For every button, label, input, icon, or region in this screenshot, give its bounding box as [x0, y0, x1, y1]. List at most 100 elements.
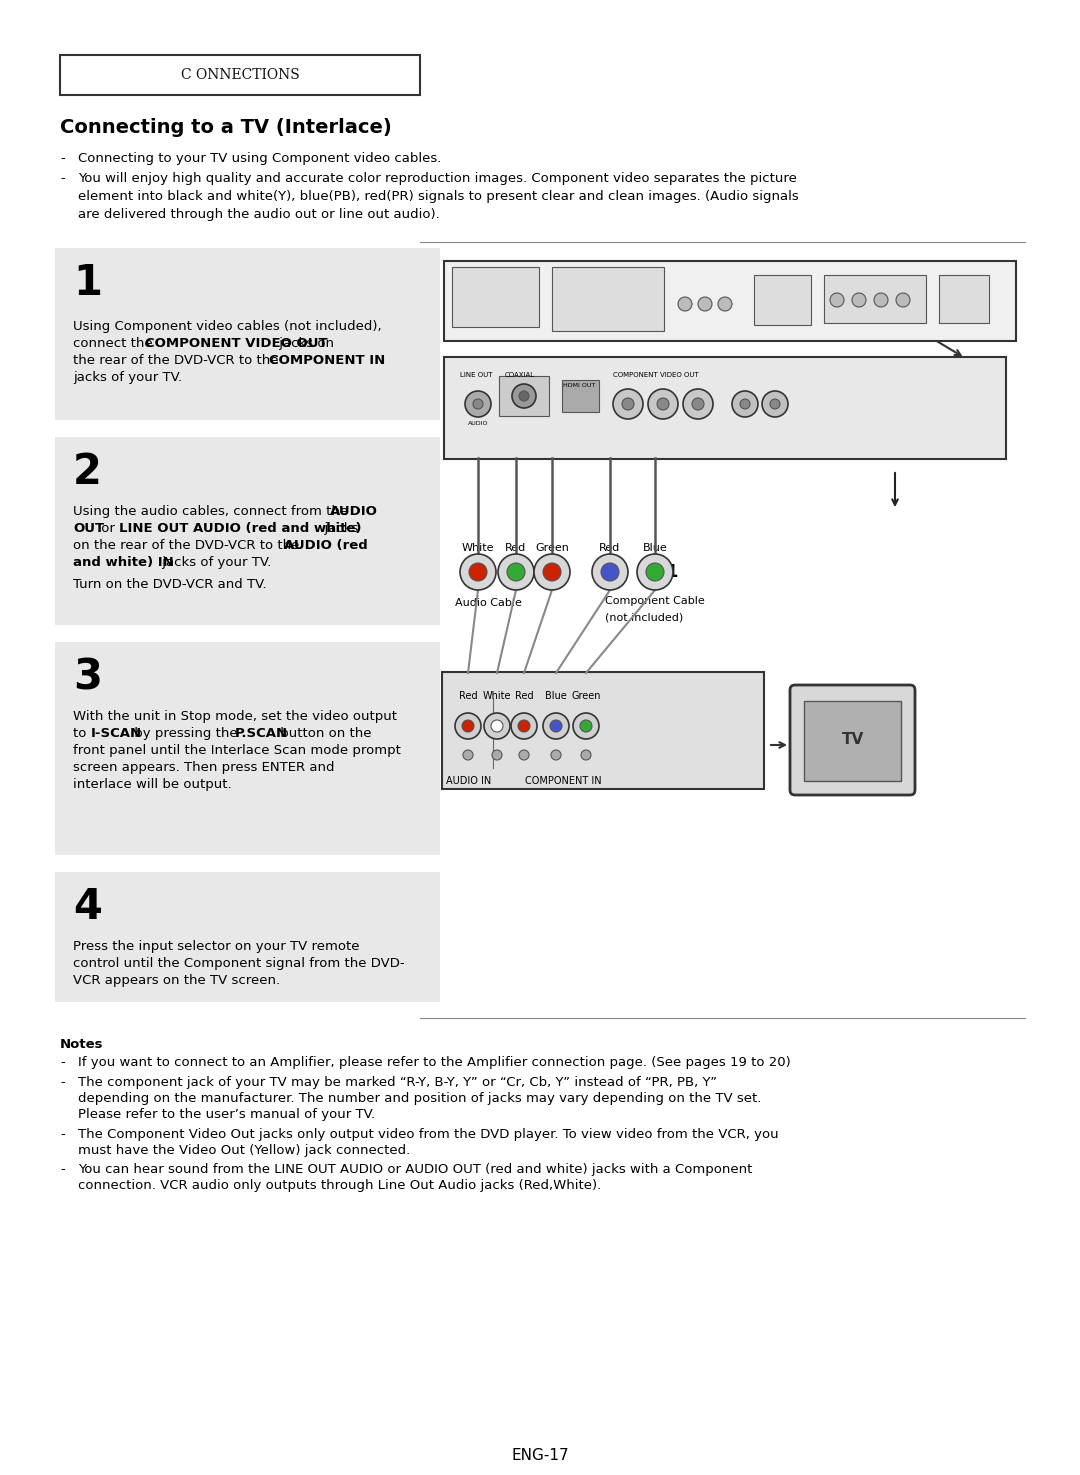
Text: 1: 1	[73, 263, 102, 304]
Text: Please refer to the user’s manual of your TV.: Please refer to the user’s manual of you…	[78, 1108, 375, 1121]
Circle shape	[622, 398, 634, 410]
Circle shape	[463, 749, 473, 760]
Circle shape	[581, 749, 591, 760]
Text: LINE OUT: LINE OUT	[460, 372, 492, 378]
Text: Audio Cable: Audio Cable	[455, 597, 522, 608]
Text: interlace will be output.: interlace will be output.	[73, 777, 231, 791]
Text: element into black and white(Y), blue(PB), red(PR) signals to present clear and : element into black and white(Y), blue(PB…	[78, 190, 799, 204]
Text: on the rear of the DVD-VCR to the: on the rear of the DVD-VCR to the	[73, 538, 303, 552]
Text: Connecting to a TV (Interlace): Connecting to a TV (Interlace)	[60, 118, 392, 137]
Circle shape	[762, 391, 788, 417]
Text: With the unit in Stop mode, set the video output: With the unit in Stop mode, set the vide…	[73, 709, 397, 723]
Text: LINE OUT AUDIO (red and white): LINE OUT AUDIO (red and white)	[119, 522, 362, 535]
Circle shape	[852, 294, 866, 307]
Text: 1: 1	[665, 563, 678, 581]
Text: White: White	[462, 543, 495, 553]
Text: by pressing the: by pressing the	[130, 727, 242, 740]
Text: 4: 4	[73, 886, 102, 928]
Text: The component jack of your TV may be marked “R-Y, B-Y, Y” or “Cr, Cb, Y” instead: The component jack of your TV may be mar…	[78, 1075, 717, 1089]
Circle shape	[657, 398, 669, 410]
Text: jacks of your TV.: jacks of your TV.	[158, 556, 271, 569]
FancyBboxPatch shape	[55, 437, 440, 625]
FancyBboxPatch shape	[55, 248, 440, 420]
Text: -: -	[60, 1056, 65, 1069]
Circle shape	[550, 720, 562, 732]
Circle shape	[511, 712, 537, 739]
Text: 2: 2	[73, 451, 102, 493]
Circle shape	[732, 391, 758, 417]
FancyBboxPatch shape	[453, 267, 539, 327]
Circle shape	[534, 555, 570, 590]
Text: to: to	[73, 727, 91, 740]
Text: COMPONENT IN: COMPONENT IN	[525, 776, 602, 786]
FancyBboxPatch shape	[754, 274, 811, 324]
Circle shape	[512, 384, 536, 409]
Text: Green: Green	[571, 690, 600, 701]
Circle shape	[543, 712, 569, 739]
Text: jacks of your TV.: jacks of your TV.	[73, 372, 183, 384]
Circle shape	[698, 296, 712, 311]
Text: -: -	[60, 173, 65, 184]
Circle shape	[613, 389, 643, 419]
Text: White: White	[483, 690, 511, 701]
Circle shape	[874, 294, 888, 307]
Circle shape	[573, 712, 599, 739]
Circle shape	[692, 398, 704, 410]
Text: COAXIAL: COAXIAL	[505, 372, 535, 378]
FancyBboxPatch shape	[552, 267, 664, 330]
Text: COMPONENT VIDEO OUT: COMPONENT VIDEO OUT	[613, 372, 699, 378]
Text: or: or	[97, 522, 119, 535]
Circle shape	[498, 555, 534, 590]
Text: -: -	[60, 1128, 65, 1142]
Circle shape	[507, 563, 525, 581]
Text: button on the: button on the	[276, 727, 372, 740]
Text: You can hear sound from the LINE OUT AUDIO or AUDIO OUT (red and white) jacks wi: You can hear sound from the LINE OUT AUD…	[78, 1162, 753, 1176]
Text: C ONNECTIONS: C ONNECTIONS	[180, 68, 299, 83]
Circle shape	[600, 563, 619, 581]
Circle shape	[896, 294, 910, 307]
Text: must have the Video Out (Yellow) jack connected.: must have the Video Out (Yellow) jack co…	[78, 1145, 410, 1156]
Circle shape	[580, 720, 592, 732]
Text: Component Cable: Component Cable	[605, 596, 705, 606]
Text: Blue: Blue	[643, 543, 667, 553]
Text: Using the audio cables, connect from the: Using the audio cables, connect from the	[73, 504, 352, 518]
Text: Green: Green	[535, 543, 569, 553]
FancyBboxPatch shape	[444, 357, 1005, 459]
Circle shape	[551, 749, 561, 760]
Text: -: -	[60, 152, 65, 165]
Text: Red: Red	[505, 543, 527, 553]
Text: Press the input selector on your TV remote: Press the input selector on your TV remo…	[73, 940, 360, 953]
Circle shape	[492, 749, 502, 760]
Text: front panel until the Interlace Scan mode prompt: front panel until the Interlace Scan mod…	[73, 743, 401, 757]
Text: HDMI OUT: HDMI OUT	[563, 384, 595, 388]
Circle shape	[473, 400, 483, 409]
Circle shape	[469, 563, 487, 581]
Text: control until the Component signal from the DVD-: control until the Component signal from …	[73, 957, 405, 971]
Circle shape	[543, 563, 561, 581]
Text: Turn on the DVD-VCR and TV.: Turn on the DVD-VCR and TV.	[73, 578, 267, 591]
Text: depending on the manufacturer. The number and position of jacks may vary dependi: depending on the manufacturer. The numbe…	[78, 1092, 761, 1105]
Text: I-SCAN: I-SCAN	[91, 727, 143, 740]
Text: AUDIO IN: AUDIO IN	[446, 776, 491, 786]
Circle shape	[637, 555, 673, 590]
Circle shape	[740, 400, 750, 409]
Text: VCR appears on the TV screen.: VCR appears on the TV screen.	[73, 974, 280, 987]
Text: 3: 3	[73, 656, 102, 698]
Circle shape	[519, 749, 529, 760]
Text: AUDIO: AUDIO	[468, 420, 488, 426]
Circle shape	[678, 296, 692, 311]
Text: jacks: jacks	[316, 522, 359, 535]
FancyBboxPatch shape	[55, 872, 440, 1002]
Text: The Component Video Out jacks only output video from the DVD player. To view vid: The Component Video Out jacks only outpu…	[78, 1128, 779, 1142]
Text: Notes: Notes	[60, 1038, 104, 1052]
Circle shape	[646, 563, 664, 581]
FancyBboxPatch shape	[789, 684, 915, 795]
Circle shape	[683, 389, 713, 419]
Text: Red: Red	[459, 690, 477, 701]
Text: (not included): (not included)	[605, 614, 684, 622]
Circle shape	[484, 712, 510, 739]
Text: -: -	[60, 1162, 65, 1176]
Circle shape	[462, 720, 474, 732]
Text: OUT: OUT	[73, 522, 104, 535]
Text: jacks on: jacks on	[275, 336, 334, 350]
